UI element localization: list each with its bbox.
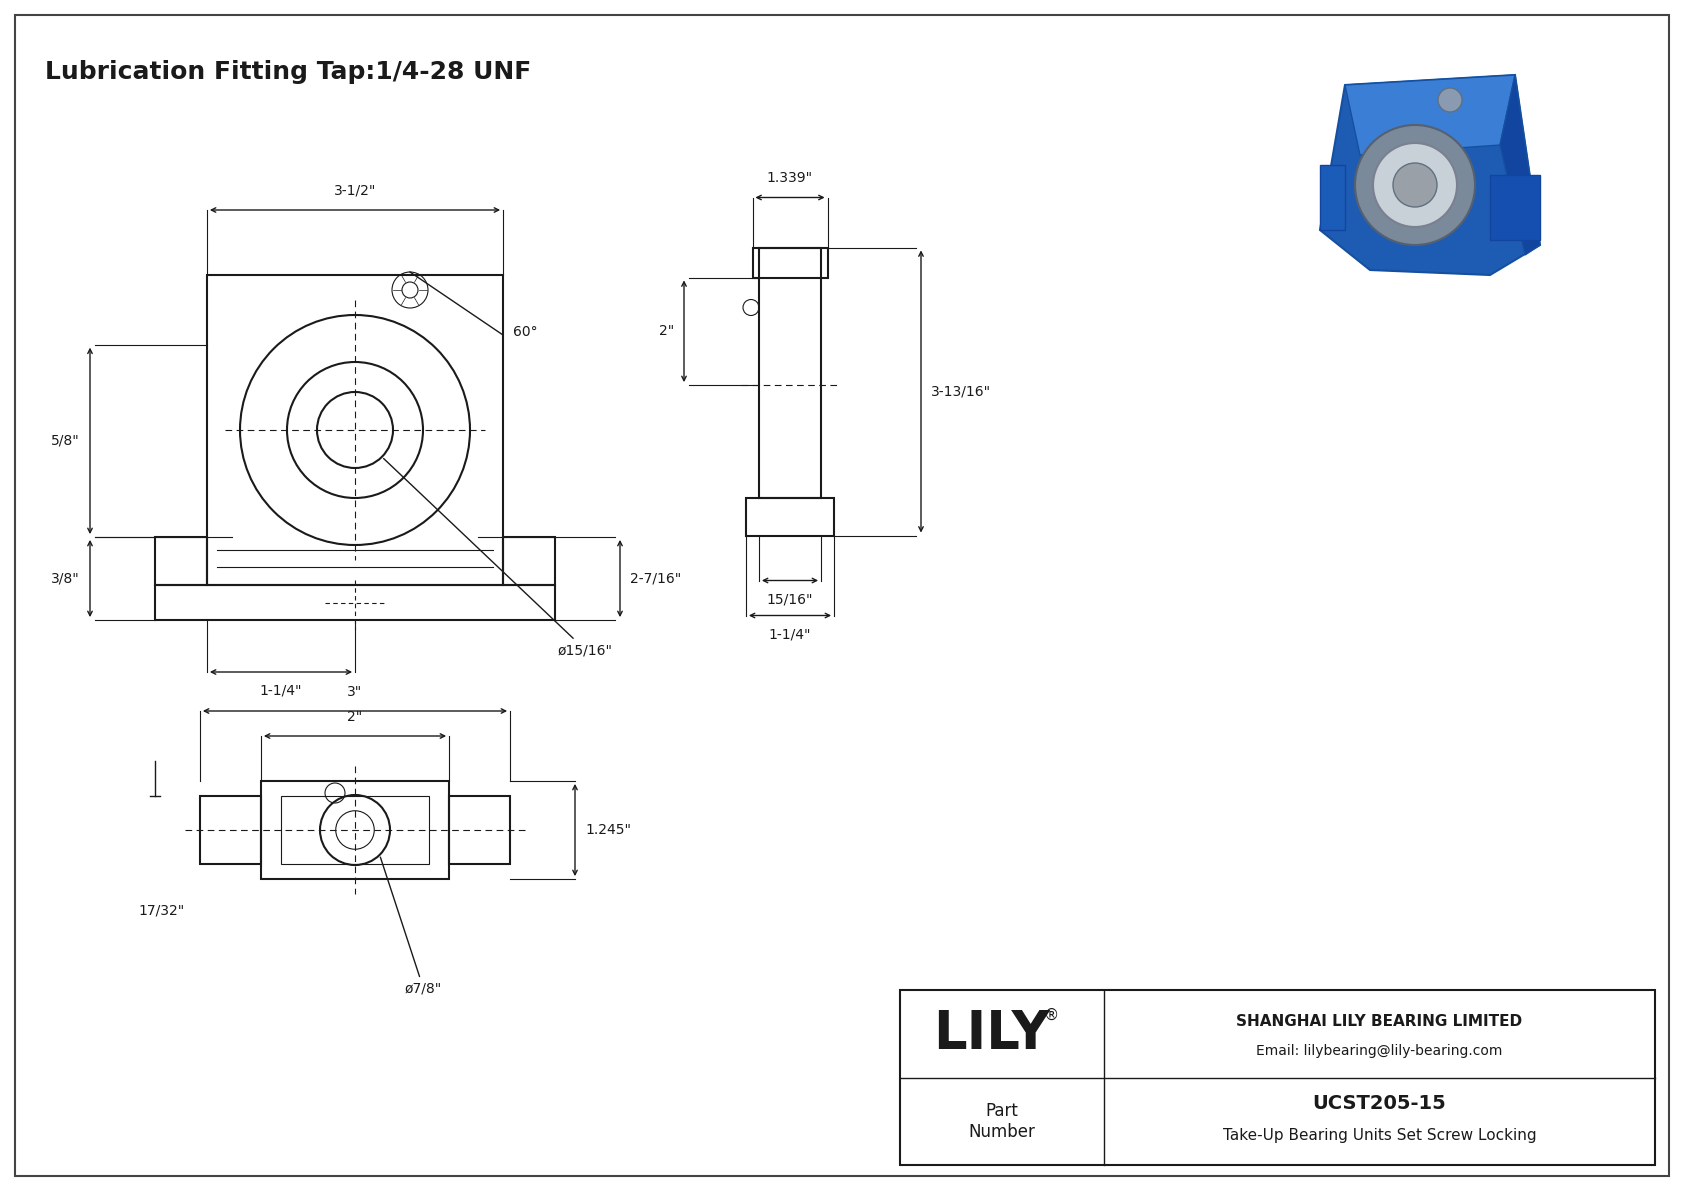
Bar — [746, 498, 834, 536]
Circle shape — [1438, 88, 1462, 112]
Bar — [155, 537, 207, 585]
Text: 3": 3" — [347, 685, 362, 699]
Text: LILY: LILY — [933, 1008, 1051, 1060]
Bar — [207, 275, 504, 585]
Circle shape — [1393, 163, 1436, 207]
Bar — [155, 585, 556, 621]
Text: 2": 2" — [658, 324, 674, 338]
Text: Part
Number: Part Number — [968, 1102, 1036, 1141]
Text: 3/8": 3/8" — [51, 572, 81, 586]
Text: UCST205-15: UCST205-15 — [1312, 1095, 1447, 1114]
Bar — [899, 990, 1655, 1165]
Polygon shape — [1500, 75, 1539, 255]
Circle shape — [1372, 143, 1457, 227]
Text: 5/8": 5/8" — [51, 434, 81, 448]
Circle shape — [1356, 125, 1475, 245]
Bar — [261, 781, 450, 879]
Text: ø15/16": ø15/16" — [384, 459, 613, 657]
Text: 3-13/16": 3-13/16" — [931, 385, 992, 399]
Text: 1-1/4": 1-1/4" — [259, 684, 301, 698]
Text: SHANGHAI LILY BEARING LIMITED: SHANGHAI LILY BEARING LIMITED — [1236, 1014, 1522, 1029]
Text: 3-1/2": 3-1/2" — [333, 183, 376, 198]
Text: Email: lilybearing@lily-bearing.com: Email: lilybearing@lily-bearing.com — [1256, 1045, 1502, 1059]
Polygon shape — [1320, 166, 1346, 230]
Text: Lubrication Fitting Tap:1/4-28 UNF: Lubrication Fitting Tap:1/4-28 UNF — [45, 60, 530, 85]
Text: 1-1/4": 1-1/4" — [770, 628, 812, 642]
Bar — [504, 537, 556, 585]
Bar — [753, 248, 827, 278]
Text: 17/32": 17/32" — [138, 904, 185, 918]
Text: 15/16": 15/16" — [766, 592, 813, 606]
Bar — [450, 796, 510, 863]
Text: 2": 2" — [347, 710, 362, 724]
Bar — [200, 796, 261, 863]
Text: ø7/8": ø7/8" — [381, 858, 443, 996]
Text: 1.339": 1.339" — [766, 172, 813, 186]
Bar — [281, 796, 429, 863]
Text: ®: ® — [1044, 1009, 1059, 1023]
Text: 2-7/16": 2-7/16" — [630, 572, 682, 586]
Polygon shape — [1490, 175, 1539, 241]
Text: 60°: 60° — [514, 325, 537, 339]
Polygon shape — [1320, 75, 1539, 275]
Text: 1.245": 1.245" — [584, 823, 632, 837]
Bar — [759, 248, 822, 498]
Text: Take-Up Bearing Units Set Screw Locking: Take-Up Bearing Units Set Screw Locking — [1223, 1128, 1536, 1142]
Polygon shape — [1346, 75, 1516, 155]
